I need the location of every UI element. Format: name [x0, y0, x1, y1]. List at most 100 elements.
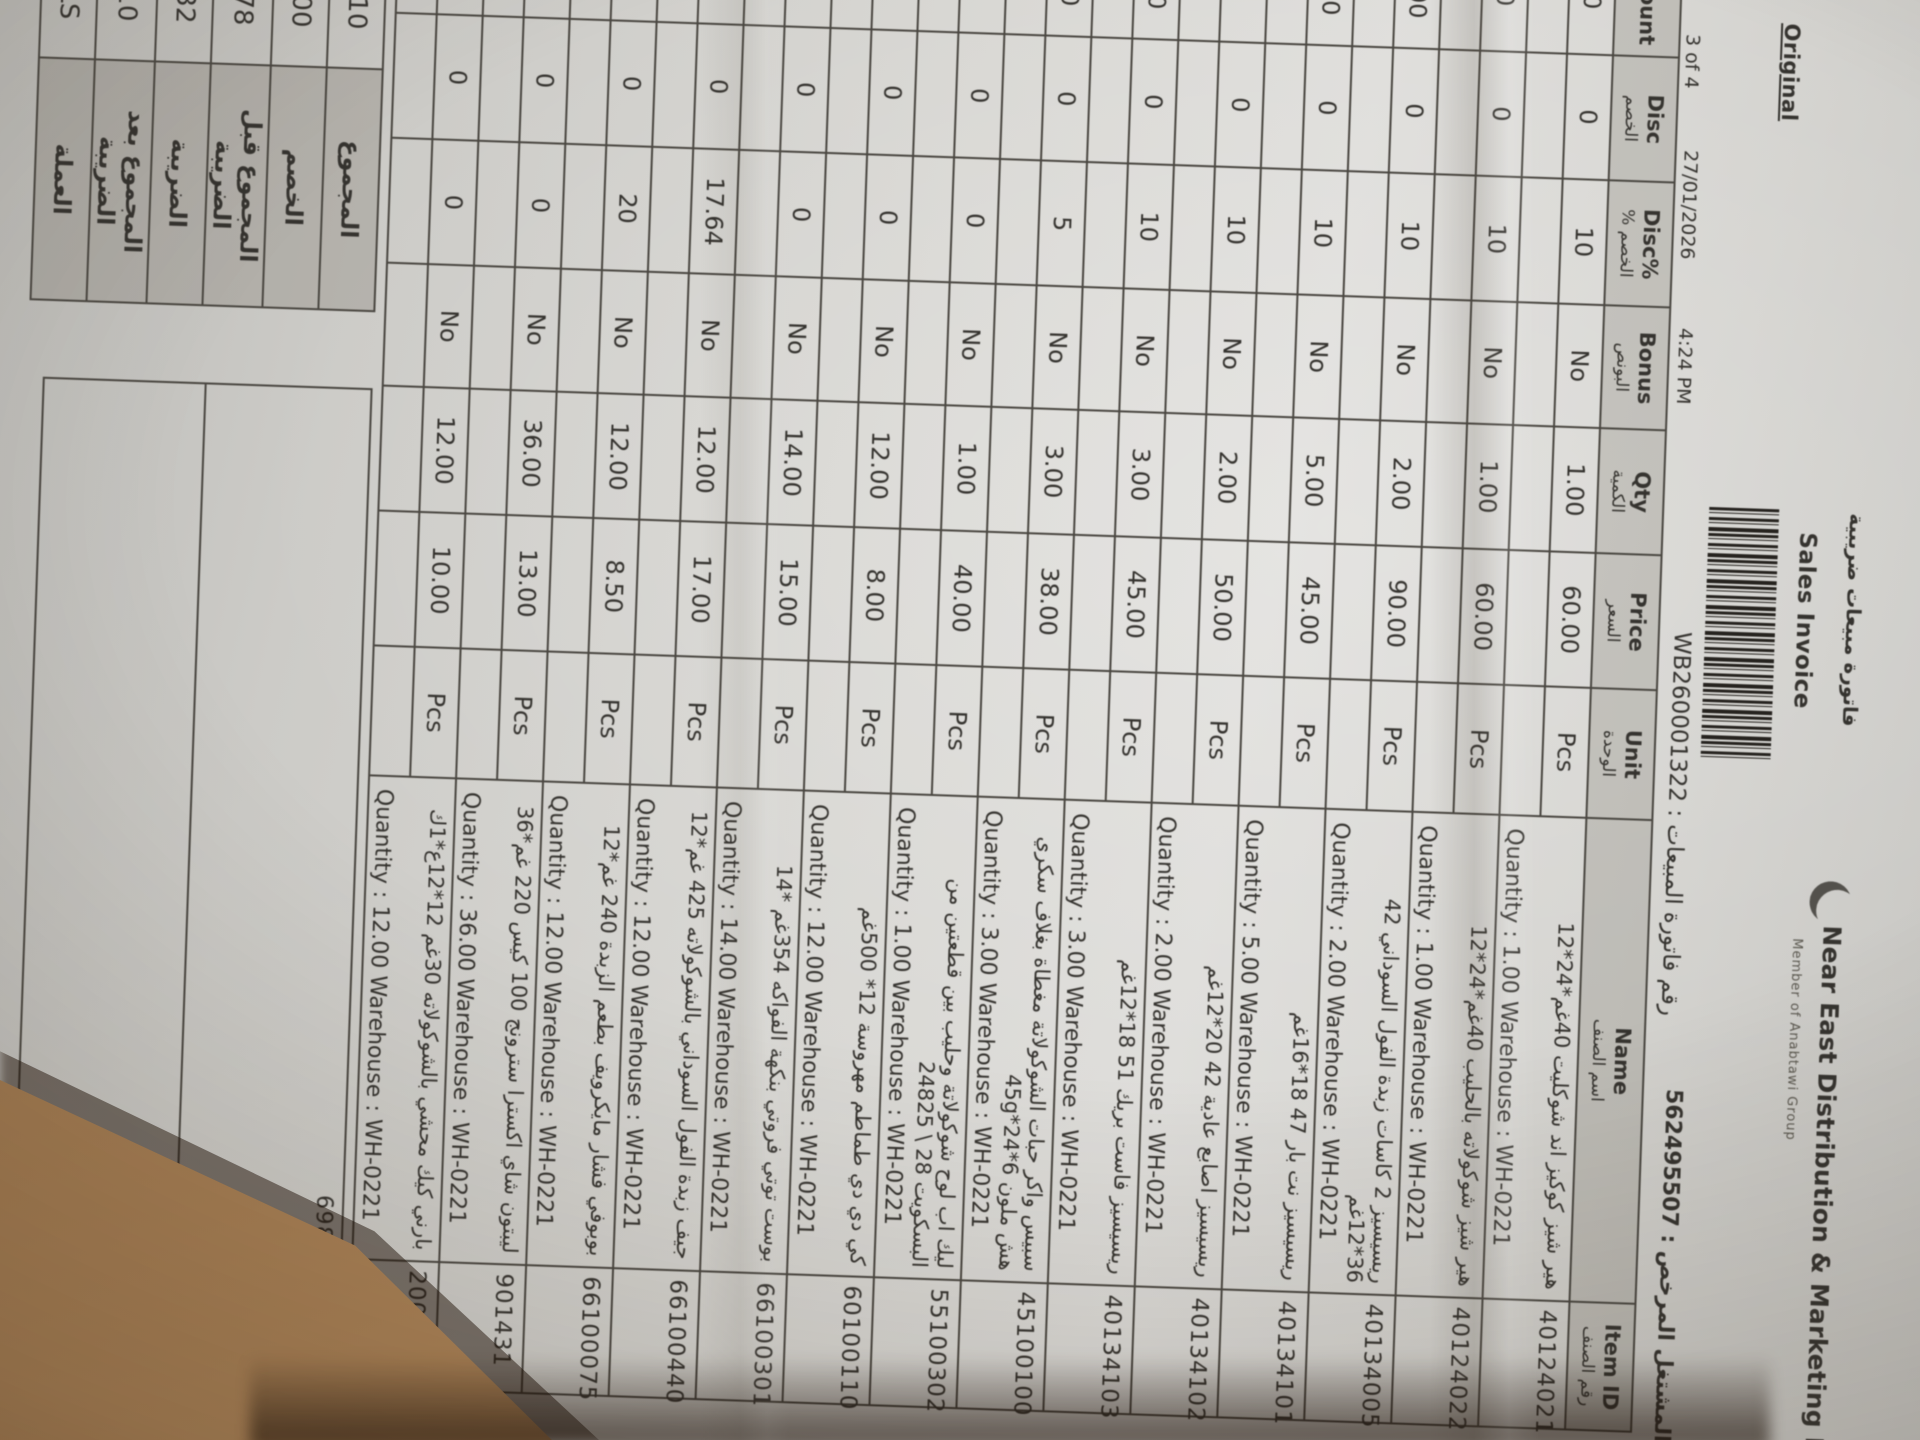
item-spacer-cell	[726, 397, 772, 525]
item-spacer-cell	[643, 271, 689, 397]
item-spacer-cell	[913, 30, 959, 158]
item-unit: Pcs	[670, 655, 722, 788]
item-spacer-cell	[1347, 46, 1394, 173]
item-spacer-cell	[460, 513, 507, 650]
item-amount: 121.50	[1132, 0, 1183, 41]
item-amount: 90.00	[1219, 0, 1270, 44]
item-spacer-cell	[465, 388, 511, 515]
item-price: 60.00	[1458, 548, 1509, 685]
item-price: 8.50	[588, 517, 640, 655]
column-header-ar: الخصم	[1620, 94, 1642, 143]
item-price: 17.00	[675, 521, 727, 658]
reference-number: 698239	[308, 1194, 337, 1289]
item-spacer-cell	[1421, 421, 1468, 549]
item-name-cell: هير شيز كوكيز اند شوكليت 40غم*24*12 Quant…	[1482, 814, 1587, 1302]
item-spacer-cell	[629, 654, 676, 786]
item-unit: Pcs	[1540, 686, 1591, 818]
column-header-disc: Disc الخصم	[1608, 55, 1679, 183]
item-spacer-cell	[1499, 684, 1545, 817]
item-spacer-cell	[387, 137, 433, 265]
item-name-cell: كي دي دي طماطم مهروسة 12* 500غم Quantity …	[786, 790, 891, 1278]
item-bonus: No	[510, 267, 561, 392]
item-spacer-cell	[1064, 669, 1111, 802]
column-header-en: Unit	[1619, 729, 1646, 780]
item-disc_pct: 10	[1123, 163, 1174, 290]
item-disc: 0	[1388, 47, 1440, 175]
item-spacer-cell	[1073, 409, 1120, 537]
item-qty: 3.00	[1114, 411, 1166, 538]
column-header-item_id: Item ID رقم الصنف	[1565, 1301, 1636, 1432]
item-name-cell: هير شيز شوكولاته بالحليب 40غم*24*12 Quant…	[1395, 811, 1500, 1299]
item-spacer-cell	[373, 510, 420, 647]
item-amount: 54.00	[1480, 0, 1531, 53]
item-unit: Pcs	[497, 649, 548, 782]
item-disc_pct: 0	[514, 142, 566, 269]
item-disc: 0	[1214, 41, 1266, 169]
item-spacer-cell	[547, 516, 594, 653]
total-label: الخصم	[262, 65, 327, 310]
item-unit: Pcs	[931, 665, 983, 797]
item-disc_pct: 17.64	[688, 148, 740, 275]
item-bonus: No	[423, 264, 474, 389]
notes-label: ملاحظات :	[291, 1368, 326, 1440]
item-disc_pct: 10	[1384, 172, 1435, 300]
column-header-qty: Qty الكمية	[1595, 428, 1666, 556]
item-qty: 2.00	[1201, 414, 1253, 541]
item-spacer-cell	[1160, 412, 1207, 540]
item-spacer-cell	[1517, 177, 1563, 304]
item-name-cell: جيف زبدة الفول السوداني بالشوكولاته 425 …	[613, 784, 717, 1272]
item-unit: Pcs	[1366, 680, 1418, 812]
item-spacer-cell	[1173, 40, 1220, 167]
item-disc_pct: 5	[1036, 160, 1087, 287]
item-spacer-cell	[1265, 0, 1311, 45]
invoice-date: 27/01/2026	[1675, 149, 1702, 260]
item-spacer-cell	[1238, 675, 1285, 808]
item-name-cell: ريسيسيز اصابع عادية 42 20*12غم Quantity :…	[1134, 802, 1239, 1290]
column-header-bonus: Bonus البونص	[1599, 305, 1671, 431]
item-spacer-cell	[647, 146, 694, 274]
item-qty: 12.00	[854, 402, 905, 529]
item-bonus: No	[1119, 288, 1170, 413]
item-spacer-cell	[826, 27, 872, 155]
barcode-icon	[1700, 506, 1780, 764]
total-label: العملة	[30, 57, 95, 302]
column-header-en: Qty	[1629, 470, 1655, 514]
item-disc_pct: 0	[775, 151, 827, 278]
item-spacer-cell	[1503, 549, 1550, 687]
item-spacer-cell	[1086, 37, 1133, 164]
item-spacer-cell	[382, 262, 429, 387]
page-indicator: 3 of 4	[1679, 33, 1704, 89]
item-price: 40.00	[936, 530, 988, 667]
column-header-ar: رقم الصنف	[1575, 1325, 1599, 1407]
item-spacer-cell	[1334, 418, 1381, 546]
item-unit: Pcs	[1279, 677, 1331, 809]
item-spacer-cell	[734, 149, 781, 277]
invoice-time: 4:24 PM	[1671, 327, 1697, 405]
column-header-en: Disc%	[1637, 208, 1664, 280]
item-amount: 120.00	[436, 0, 487, 16]
item-amount: 210.00	[784, 0, 835, 28]
item-spacer-cell	[1000, 34, 1046, 161]
column-header-price: Price السعر	[1590, 552, 1662, 691]
total-value: 882.10	[94, 0, 161, 62]
item-spacer-cell	[716, 657, 763, 789]
item-name-cell: ريسيسيز فاست بريك 51 18*12غم Quantity : 3…	[1047, 799, 1152, 1287]
item-spacer-cell	[900, 403, 946, 531]
item-spacer-cell	[904, 280, 950, 406]
total-label: المجموع بعد الضريبة	[86, 59, 155, 304]
item-spacer-cell	[730, 274, 776, 400]
item-amount: 40.00	[958, 0, 1009, 35]
item-spacer-cell	[895, 528, 942, 666]
item-spacer-cell	[1256, 168, 1302, 295]
item-bonus: No	[858, 279, 909, 404]
item-name-cell: بارني كيك محشي بالشوكولاته 30غم 12*12ع*1…	[352, 775, 457, 1263]
item-spacer-cell	[1412, 681, 1459, 814]
copy-label: Original	[1776, 23, 1805, 122]
item-qty: 12.00	[593, 393, 644, 520]
item-price: 10.00	[414, 511, 466, 649]
item-spacer-cell	[469, 265, 515, 391]
invoice-title-english: Sales Invoice	[1788, 531, 1821, 710]
item-price: 38.00	[1023, 533, 1074, 670]
item-amount: 81.60	[610, 0, 661, 22]
item-name-cell: بوبوفي فشار مايكرويف بطعم الزبدة 240 غم*…	[526, 781, 630, 1269]
